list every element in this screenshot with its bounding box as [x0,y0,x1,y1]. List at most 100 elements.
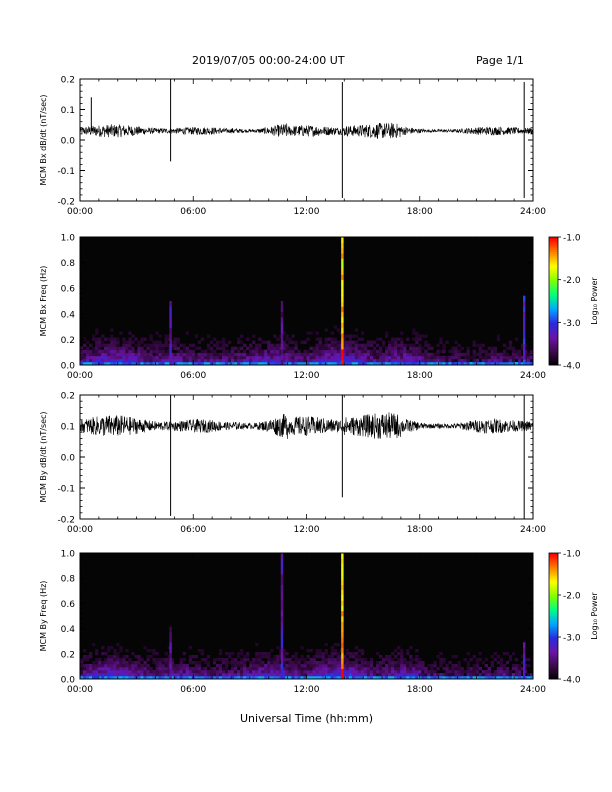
spectrogram-cell [209,670,214,674]
spectrogram-cell [92,670,96,674]
bright-column-cell [341,253,344,259]
spectrogram-cell [164,664,168,668]
spectrogram-cell [140,346,144,351]
spectrogram-cell [430,355,434,360]
spectrogram-cell [176,340,180,344]
spectrogram-cell [427,343,431,348]
spectrogram-cell [421,670,425,674]
spectrogram-cell [291,676,295,680]
spectrogram-cell [442,358,446,363]
spectrogram-cell [351,343,356,348]
colorbar-cell [549,649,558,653]
spectrogram-cell [273,676,277,680]
spectrogram-cell [369,352,374,357]
spectrogram-cell [288,673,292,677]
spectrogram-cell [490,655,495,659]
spectrogram-cell [315,346,319,351]
spectrogram-cell [158,676,162,680]
spectrogram-cell [330,655,334,659]
spectrogram-cell [209,346,214,351]
spectrogram-cell [394,661,398,665]
spectrogram-cell [394,361,398,366]
bright-column-cell [341,242,344,249]
spectrogram-cell [475,361,479,366]
spectrogram-cell [113,340,117,344]
spectrogram-cell [182,658,186,662]
spectrogram-cell [182,352,186,357]
spectrogram-cell [104,652,108,656]
spectrogram-cell [149,673,153,677]
spectrogram-cell [255,670,259,674]
spectrogram-cell [385,352,389,357]
spectrogram-cell [110,664,114,668]
spectrogram-cell [273,352,277,357]
spectrogram-cell [336,355,341,360]
bright-column-cell [341,626,344,633]
spectrogram-cell [80,670,84,674]
spectrogram-cell [243,676,247,680]
spectrogram-cell [246,676,250,680]
spectrogram-cell [113,346,117,351]
spectrogram-cell [306,661,310,665]
spectrogram-cell [360,664,365,668]
bright-column-cell [341,616,344,622]
spectrogram-cell [309,661,313,665]
spectrogram-cell [360,331,365,335]
bright-column-cell [522,668,526,675]
spectrogram-cell [155,661,159,665]
spectrogram-cell [517,361,522,366]
spectrogram-cell [454,340,458,344]
spectrogram-cell [378,655,383,659]
bright-column-cell [280,637,284,643]
spectrogram-cell [354,673,359,677]
spectrogram-cell [321,361,325,366]
spectrogram-cell [388,664,392,668]
spectrogram-cell [388,673,392,677]
spectrogram-cell [137,673,141,677]
spectrogram-cell [149,355,153,360]
spectrogram-cell [394,340,398,344]
spectrogram-cell [234,676,238,680]
spectrogram-cell [409,349,413,354]
spectrogram-cell [291,358,295,363]
spectrogram-cell [442,676,446,680]
spectrogram-cell [161,346,165,351]
spectrogram-cell [249,667,253,671]
spectrogram-cell [475,664,479,668]
spectrogram-cell [231,658,235,662]
spectrogram-cell [107,355,111,360]
bright-column-cell [522,338,526,345]
spectrogram-cell [179,676,183,680]
spectrogram-cell [188,361,193,366]
spectrogram-cell [92,358,96,363]
spectrogram-cell [170,658,174,662]
spectrogram-cell [270,670,274,674]
spectrogram-cell [466,664,470,668]
spectrogram-cell [324,358,328,363]
spectrogram-cell [113,343,117,348]
spectrogram-cell [152,340,156,344]
spectrogram-cell [312,667,316,671]
spectrogram-cell [502,664,507,668]
spectrogram-cell [309,670,313,674]
spectrogram-cell [490,361,495,366]
colorbar-cell [549,584,558,587]
spectrogram-cell [487,358,492,363]
spectrogram-cell [282,358,286,363]
spectrogram-cell [255,349,259,354]
spectrogram-cell [315,676,319,680]
spectrogram-cell [104,346,108,351]
spectrogram-cell [514,355,519,360]
spectrogram-cell [400,346,404,351]
bright-column-cell [169,631,172,638]
spectrogram-cell [83,673,87,677]
spectrogram-cell [463,358,467,363]
spectrogram-cell [481,349,485,354]
spectrogram-cell [113,652,117,656]
spectrogram-cell [391,658,395,662]
spectrogram-cell [523,343,528,348]
spectrogram-cell [306,358,310,363]
spectrogram-cell [529,355,534,360]
spectrogram-cell [490,349,495,354]
